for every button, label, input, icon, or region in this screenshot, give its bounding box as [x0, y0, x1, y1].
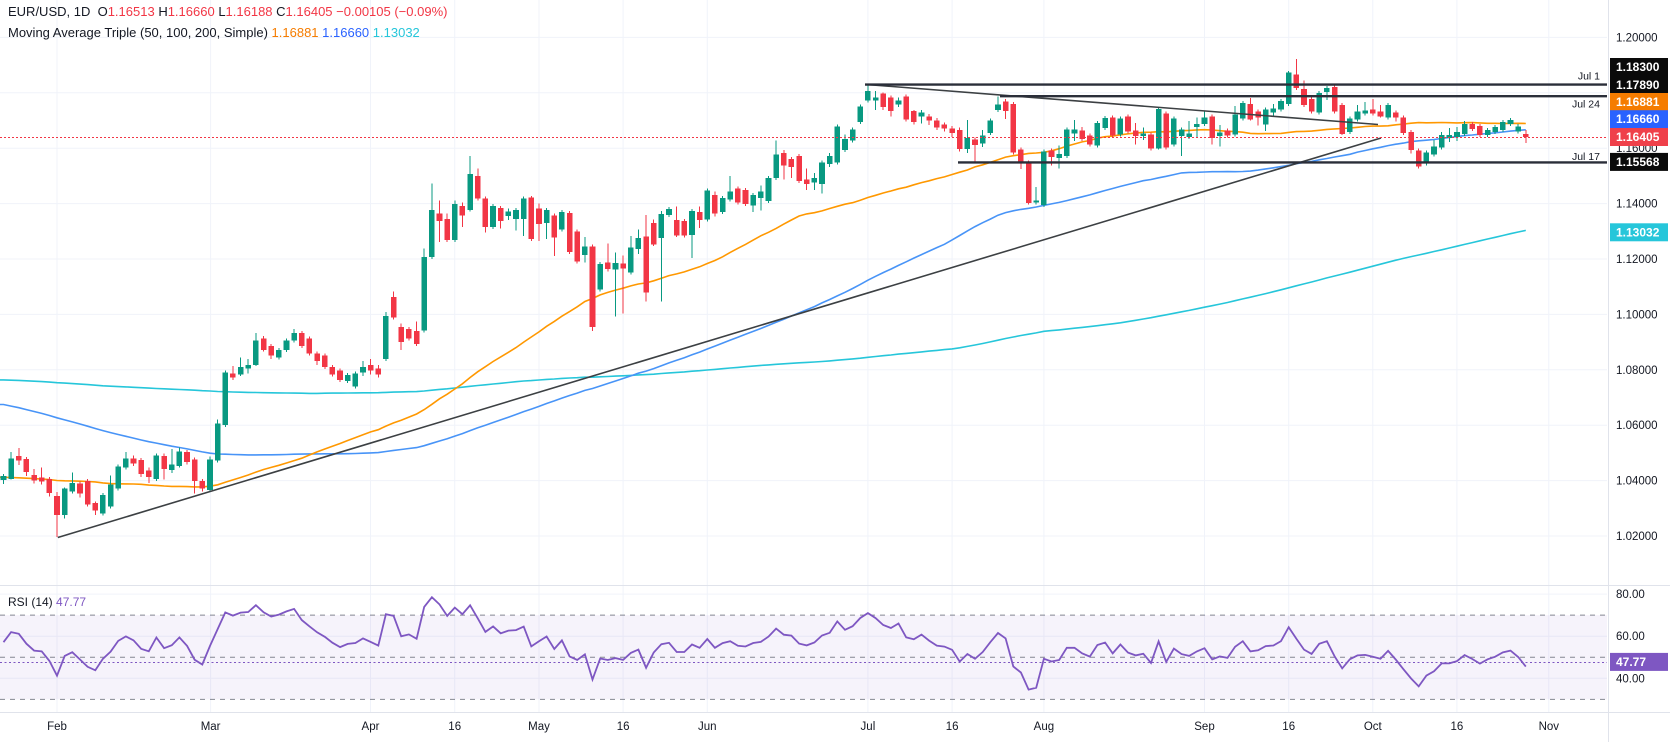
- svg-text:1.16660: 1.16660: [1616, 112, 1660, 126]
- svg-text:Sep: Sep: [1194, 721, 1214, 733]
- svg-text:EUR/USD, 1D O1.16513 H1.16660: EUR/USD, 1D O1.16513 H1.16660 L1.16188 C…: [8, 4, 447, 19]
- svg-text:Apr: Apr: [362, 721, 380, 733]
- svg-text:Aug: Aug: [1034, 721, 1054, 733]
- svg-text:1.02000: 1.02000: [1616, 531, 1658, 543]
- svg-text:Jul: Jul: [861, 721, 876, 733]
- svg-text:1.15568: 1.15568: [1616, 155, 1660, 169]
- svg-text:1.16881: 1.16881: [1616, 95, 1660, 109]
- svg-text:1.16000: 1.16000: [1616, 143, 1658, 155]
- svg-text:60.00: 60.00: [1616, 631, 1645, 643]
- svg-text:80.00: 80.00: [1616, 589, 1645, 601]
- svg-text:Nov: Nov: [1539, 721, 1560, 733]
- svg-text:1.20000: 1.20000: [1616, 32, 1658, 44]
- svg-text:May: May: [528, 721, 550, 733]
- svg-text:Jul 17: Jul 17: [1572, 151, 1600, 163]
- svg-text:40.00: 40.00: [1616, 673, 1645, 685]
- svg-text:1.08000: 1.08000: [1616, 365, 1658, 377]
- svg-text:1.06000: 1.06000: [1616, 420, 1658, 432]
- svg-text:1.10000: 1.10000: [1616, 309, 1658, 321]
- svg-text:16: 16: [1451, 721, 1464, 733]
- svg-text:Jun: Jun: [698, 721, 717, 733]
- svg-text:1.12000: 1.12000: [1616, 254, 1658, 266]
- svg-text:1.17890: 1.17890: [1616, 78, 1660, 92]
- svg-text:16: 16: [448, 721, 461, 733]
- svg-text:Moving Average Triple (50, 100: Moving Average Triple (50, 100, 200, Sim…: [8, 25, 420, 40]
- svg-text:1.18300: 1.18300: [1616, 60, 1660, 74]
- svg-text:Oct: Oct: [1364, 721, 1383, 733]
- svg-text:1.13032: 1.13032: [1616, 225, 1660, 239]
- svg-text:1.04000: 1.04000: [1616, 476, 1658, 488]
- svg-text:Mar: Mar: [201, 721, 221, 733]
- svg-text:16: 16: [946, 721, 959, 733]
- svg-text:1.16405: 1.16405: [1616, 130, 1660, 144]
- svg-text:Jul 24: Jul 24: [1572, 98, 1600, 110]
- svg-text:RSI (14) 47.77: RSI (14) 47.77: [8, 595, 86, 609]
- svg-text:Jul 1: Jul 1: [1578, 71, 1600, 83]
- svg-text:47.77: 47.77: [1616, 655, 1646, 669]
- svg-text:16: 16: [617, 721, 630, 733]
- svg-text:Feb: Feb: [47, 721, 67, 733]
- svg-text:1.14000: 1.14000: [1616, 199, 1658, 211]
- svg-text:16: 16: [1282, 721, 1295, 733]
